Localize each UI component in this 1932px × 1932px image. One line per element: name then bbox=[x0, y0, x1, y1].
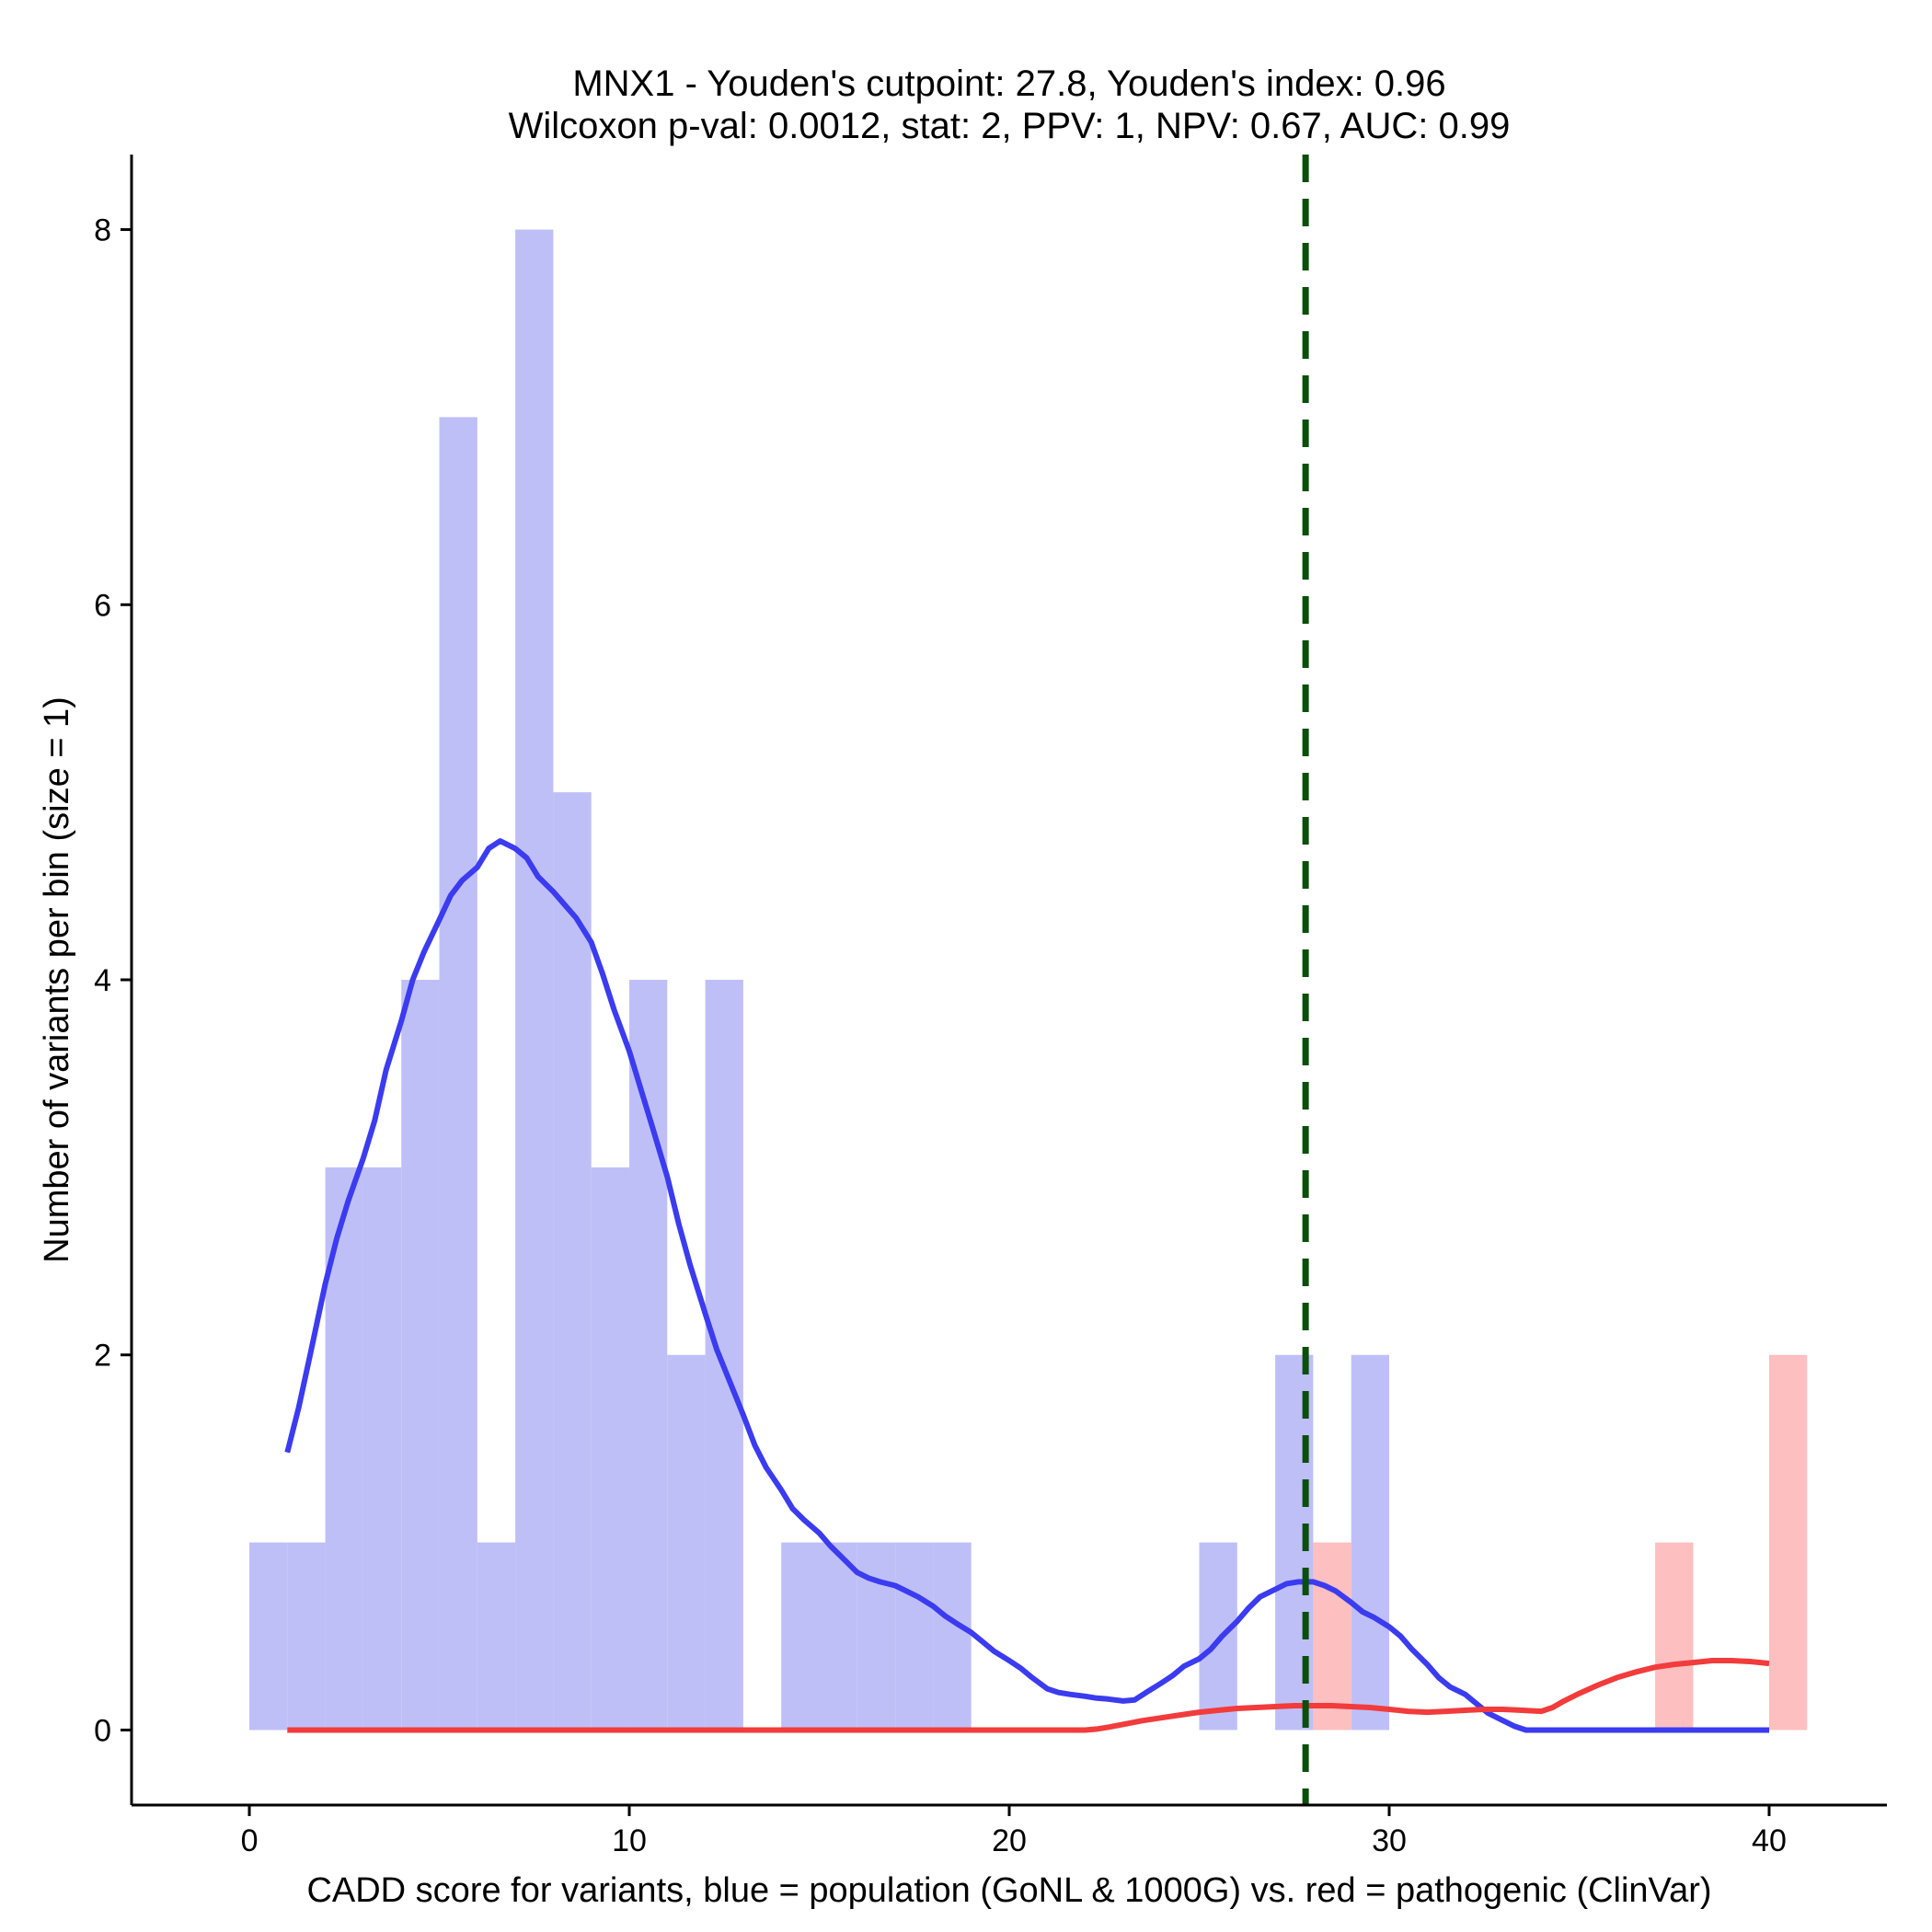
population-bar bbox=[439, 417, 477, 1731]
chart-subtitle: Wilcoxon p-val: 0.0012, stat: 2, PPV: 1,… bbox=[509, 106, 1511, 146]
pathogenic-bar bbox=[1768, 1354, 1808, 1731]
population-bar bbox=[667, 1354, 706, 1731]
population-density-line bbox=[284, 838, 1769, 1733]
y-tick-label: 6 bbox=[94, 588, 111, 623]
population-bars bbox=[249, 229, 1389, 1731]
population-bar bbox=[287, 1542, 326, 1731]
population-bar bbox=[629, 980, 668, 1731]
population-bar bbox=[933, 1542, 972, 1731]
y-axis-ticks: 0 2 4 6 8 bbox=[94, 213, 132, 1748]
population-bar bbox=[819, 1542, 857, 1731]
pathogenic-bar bbox=[1655, 1542, 1694, 1731]
x-tick-label: 40 bbox=[1752, 1823, 1787, 1858]
y-tick-label: 0 bbox=[94, 1713, 111, 1748]
y-tick-label: 2 bbox=[94, 1339, 111, 1374]
population-bar bbox=[1351, 1354, 1389, 1731]
pathogenic-density-line bbox=[287, 1658, 1770, 1733]
population-bar bbox=[781, 1542, 820, 1731]
pathogenic-bar bbox=[1313, 1542, 1351, 1731]
x-tick-label: 0 bbox=[241, 1823, 259, 1858]
x-axis-ticks: 0 10 20 30 40 bbox=[241, 1805, 1787, 1858]
population-bar bbox=[362, 1167, 402, 1731]
population-bar bbox=[477, 1542, 516, 1731]
population-bar bbox=[249, 1542, 288, 1731]
y-tick-label: 8 bbox=[94, 213, 111, 248]
x-axis-label: CADD score for variants, blue = populati… bbox=[306, 1871, 1711, 1910]
population-bar bbox=[857, 1542, 896, 1731]
population-bar bbox=[1199, 1542, 1237, 1731]
population-bar bbox=[895, 1542, 934, 1731]
population-bar bbox=[401, 980, 440, 1731]
population-bar bbox=[553, 792, 592, 1731]
population-bar bbox=[591, 1167, 630, 1731]
y-tick-label: 4 bbox=[94, 963, 111, 998]
x-tick-label: 30 bbox=[1372, 1823, 1407, 1858]
population-bar bbox=[705, 980, 743, 1731]
chart-title: MNX1 - Youden's cutpoint: 27.8, Youden's… bbox=[572, 63, 1445, 104]
x-tick-label: 10 bbox=[612, 1823, 647, 1858]
population-bar bbox=[515, 229, 554, 1731]
pathogenic-bars bbox=[1313, 1354, 1808, 1731]
y-axis-label: Number of variants per bin (size = 1) bbox=[38, 696, 76, 1263]
x-tick-label: 20 bbox=[992, 1823, 1027, 1858]
